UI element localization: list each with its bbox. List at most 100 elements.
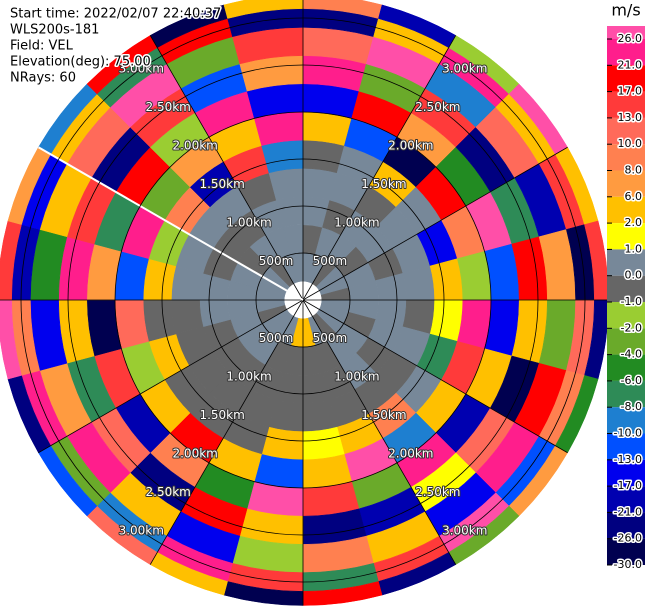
radial-line	[302, 146, 568, 301]
colorbar-tick-label: 0.0	[625, 269, 643, 282]
velocity-cell	[302, 426, 345, 461]
colorbar-tick-label: -17.0	[614, 479, 642, 492]
velocity-cell	[429, 258, 464, 301]
colorbar-segment	[607, 39, 645, 66]
colorbar-segment	[607, 407, 645, 434]
colorbar-segment	[607, 170, 645, 197]
colorbar-tick-label: -2.0	[621, 321, 642, 334]
radial-line	[302, 299, 457, 565]
colorbar-tick-label: 6.0	[625, 190, 643, 203]
labels: 500m 500m 500m 500m 1.00km 1.00km 1.00km 1.00km…	[9, 5, 489, 539]
velocity-cell	[302, 111, 352, 146]
cells	[0, 0, 609, 606]
radial-line	[38, 299, 304, 454]
radial-line	[302, 35, 457, 301]
colorbar-tick-label: 26.0	[618, 32, 643, 45]
colorbar-segment	[607, 354, 645, 381]
velocity-cell	[457, 299, 492, 349]
header-line: Elevation(deg): 75.00	[10, 55, 151, 70]
ring-label: 3.00km	[119, 61, 164, 75]
current-ray	[37, 146, 304, 301]
velocity-cell	[142, 299, 177, 342]
ring-label: 1.00km	[334, 215, 379, 229]
velocity-cell	[261, 139, 304, 174]
colorbar-segment	[607, 538, 645, 565]
ring-label: 1.00km	[334, 370, 379, 384]
range-ring	[161, 158, 445, 442]
colorbar-tick-label: 13.0	[618, 111, 643, 124]
radial-line	[149, 299, 304, 565]
colorbar-segment	[607, 486, 645, 513]
colorbar-unit: m/s	[611, 1, 640, 20]
velocity-cell	[302, 454, 352, 489]
header-line: Start time: 2022/02/07 22:40:37	[10, 7, 221, 22]
ring-label: 1.50km	[199, 177, 244, 191]
range-ring	[255, 252, 351, 348]
colorbar-tick-label: -10.0	[614, 427, 642, 440]
velocity-cell	[254, 454, 304, 489]
ring-label: 2.50km	[146, 100, 191, 114]
velocity-cell	[254, 111, 304, 146]
colorbar-segment	[607, 459, 645, 487]
ring-label: 2.00km	[388, 138, 433, 152]
ring-label: 2.00km	[172, 447, 217, 461]
colorbar-segment	[607, 91, 645, 118]
velocity-cell	[223, 0, 304, 19]
colorbar: m/s 26.0 21.0 17.0 13.0 10.0 8.0 6.0 2.0 1.0 0.0 -1…	[607, 1, 645, 573]
colorbar-segment	[607, 302, 645, 329]
ring-label: 2.50km	[415, 485, 460, 499]
colorbar-tick-label: -4.0	[621, 348, 642, 361]
colorbar-segment	[607, 117, 645, 145]
ring-label: 500m	[259, 331, 294, 345]
colorbar-tick-label: 10.0	[618, 137, 643, 150]
colorbar-segment	[607, 512, 645, 539]
ring-label: 1.50km	[361, 408, 406, 422]
colorbar-tick-label: 8.0	[625, 164, 643, 177]
colorbar-tick-label: -21.0	[614, 505, 642, 518]
ring-label: 1.50km	[199, 408, 244, 422]
colorbar-segment	[607, 380, 645, 408]
ring-label: 500m	[313, 331, 348, 345]
header-line: Field: VEL	[10, 39, 74, 54]
velocity-cell	[114, 251, 149, 301]
header-line: WLS200s-181	[10, 23, 99, 38]
colorbar-tick-label: 1.0	[625, 242, 643, 255]
colorbar-segment	[607, 196, 645, 224]
velocity-cell	[457, 251, 492, 301]
colorbar-segment	[607, 65, 645, 92]
colorbar-tick-label: 17.0	[618, 85, 643, 98]
grid	[0, 0, 609, 606]
colorbar-tick-label: -6.0	[621, 374, 642, 387]
colorbar-tick-label: -30.0	[614, 558, 642, 571]
colorbar-segment	[607, 144, 645, 171]
ring-label: 3.00km	[119, 524, 164, 538]
header-line: NRays: 60	[10, 71, 76, 86]
colorbar-tick-label: 2.0	[625, 216, 643, 229]
colorbar-segment	[607, 328, 645, 355]
range-ring	[114, 111, 492, 489]
radial-line	[149, 35, 304, 301]
colorbar-segment	[607, 275, 645, 302]
colorbar-segment	[607, 223, 645, 250]
ring-label: 1.50km	[361, 177, 406, 191]
colorbar-segment	[607, 249, 645, 276]
colorbar-segment	[607, 26, 645, 39]
colorbar-tick-label: -1.0	[621, 295, 642, 308]
ring-label: 500m	[313, 254, 348, 268]
colorbar-tick-label: -26.0	[614, 532, 642, 545]
colorbar-tick-label: -13.0	[614, 453, 642, 466]
colorbar-segment	[607, 433, 645, 460]
ring-label: 2.50km	[146, 485, 191, 499]
ring-label: 3.00km	[442, 61, 487, 75]
ring-label: 2.50km	[415, 100, 460, 114]
range-ring	[67, 64, 539, 536]
ring-label: 1.00km	[226, 215, 271, 229]
ring-label: 2.00km	[388, 447, 433, 461]
ring-label: 500m	[259, 254, 294, 268]
ring-label: 2.00km	[172, 138, 217, 152]
colorbar-tick-label: 21.0	[618, 58, 643, 71]
colorbar-tick-label: -8.0	[621, 400, 642, 413]
radial-line	[302, 299, 568, 454]
velocity-cell	[114, 299, 149, 349]
